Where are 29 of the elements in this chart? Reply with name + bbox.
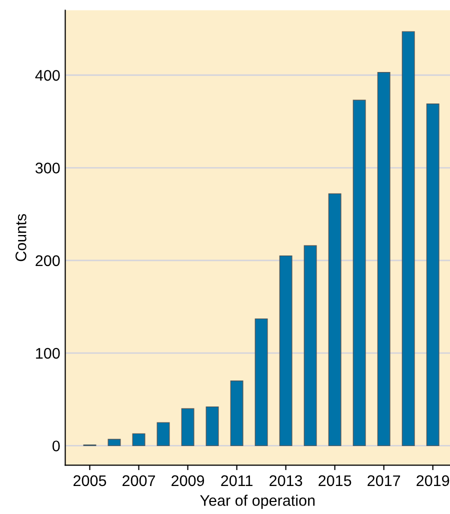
x-tick-label: 2017	[368, 475, 400, 486]
y-tick-label: 0	[52, 440, 60, 452]
x-tick-label: 2009	[172, 475, 204, 486]
bar	[206, 406, 219, 446]
bar	[254, 318, 268, 446]
x-axis-title: Year of operation	[200, 494, 315, 509]
x-tick-label: 2015	[318, 475, 352, 486]
bar	[377, 72, 390, 446]
bar	[304, 245, 317, 446]
bar	[156, 422, 170, 446]
bar	[426, 104, 440, 446]
x-tick-label: 2011	[221, 475, 252, 486]
y-tick-label: 300	[35, 162, 60, 174]
bar	[402, 31, 415, 446]
y-tick-label: 200	[36, 255, 60, 266]
y-axis-title: Counts	[16, 214, 26, 262]
bar	[279, 255, 292, 446]
x-tick-label: 2007	[122, 475, 155, 486]
x-tick-label: 2013	[270, 475, 302, 486]
bar	[352, 100, 366, 446]
x-tick-label: 2019	[416, 475, 450, 486]
y-tick-label: 400	[35, 70, 60, 81]
x-tick-label: 2005	[74, 475, 106, 486]
bar	[328, 193, 342, 446]
bar	[230, 380, 244, 446]
bar	[132, 433, 146, 446]
bar	[108, 438, 121, 446]
bar	[181, 408, 194, 446]
y-tick-label: 100	[36, 348, 60, 359]
